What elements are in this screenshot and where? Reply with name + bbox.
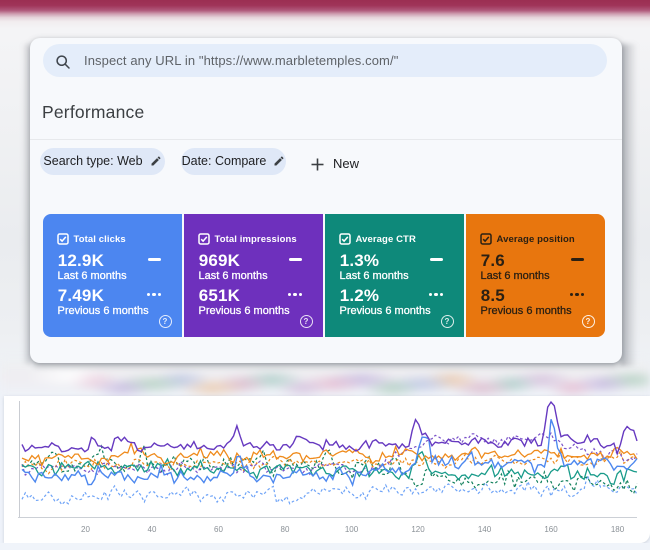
svg-text:100: 100 — [345, 525, 359, 534]
svg-text:120: 120 — [411, 525, 425, 534]
svg-text:80: 80 — [281, 525, 290, 534]
svg-text:140: 140 — [478, 525, 492, 534]
svg-text:180: 180 — [611, 525, 625, 534]
svg-text:20: 20 — [81, 525, 90, 534]
svg-text:160: 160 — [544, 525, 558, 534]
svg-text:40: 40 — [148, 525, 157, 534]
svg-text:60: 60 — [214, 525, 223, 534]
